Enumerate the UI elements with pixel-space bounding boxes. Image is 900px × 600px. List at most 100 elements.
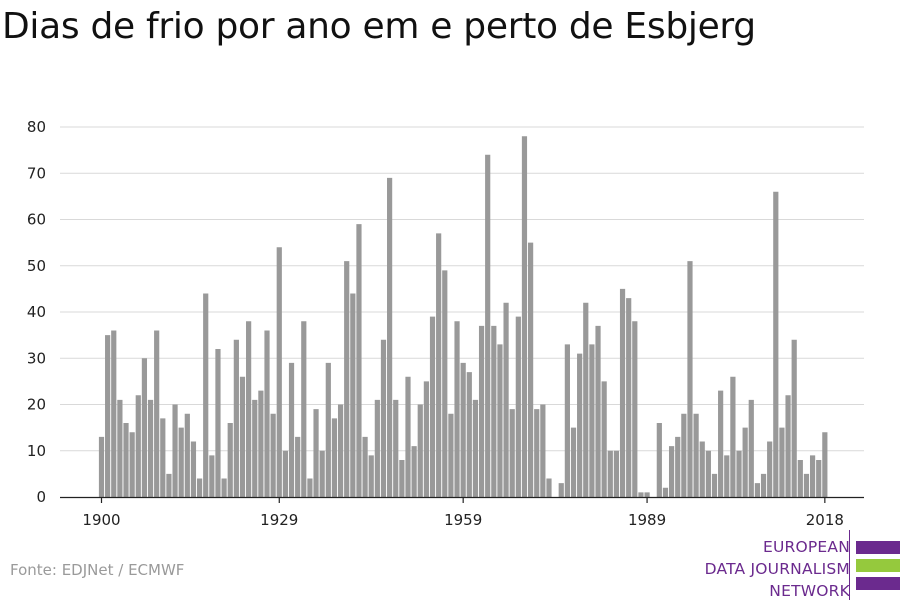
y-tick-label: 60 — [27, 211, 46, 229]
bar-1934 — [307, 478, 313, 497]
bar-1949 — [399, 460, 405, 497]
bar-1960 — [466, 372, 472, 497]
bar-1915 — [190, 441, 197, 497]
bar-2006 — [748, 399, 754, 497]
bar-1920 — [221, 478, 227, 497]
bar-2013 — [791, 339, 797, 497]
bar-1908 — [147, 399, 154, 497]
bar-2014 — [797, 460, 803, 497]
bar-1952 — [417, 404, 423, 497]
bar-1902 — [111, 330, 117, 497]
bar-1910 — [160, 418, 166, 497]
bar-1923 — [239, 376, 246, 497]
bar-1927 — [264, 330, 270, 497]
bar-1992 — [662, 487, 669, 497]
logo-stripe-purple-bottom — [856, 577, 900, 590]
y-tick-label: 40 — [27, 303, 46, 321]
bar-1906 — [135, 395, 141, 497]
bar-1921 — [227, 423, 233, 497]
bar-1980 — [589, 344, 595, 497]
bar-2007 — [754, 483, 761, 497]
bar-2016 — [809, 455, 816, 497]
bar-1955 — [436, 233, 442, 497]
bar-1968 — [515, 316, 521, 497]
bar-1966 — [503, 302, 509, 497]
bar-1996 — [687, 261, 693, 497]
bar-1965 — [497, 344, 503, 497]
bar-1998 — [699, 441, 705, 497]
bar-1957 — [448, 413, 454, 497]
bar-1947 — [387, 177, 393, 497]
bar-1919 — [215, 349, 221, 497]
bar-2017 — [816, 460, 822, 497]
bar-2001 — [718, 390, 724, 497]
bar-1950 — [405, 376, 411, 497]
bar-1963 — [485, 154, 491, 497]
bar-2008 — [760, 473, 767, 497]
bar-1935 — [313, 409, 319, 497]
bar-1948 — [393, 399, 399, 497]
bar-1925 — [252, 399, 258, 497]
x-tick-label: 2018 — [806, 511, 844, 529]
bar-1911 — [166, 473, 172, 497]
bar-1972 — [540, 404, 546, 497]
bar-1962 — [478, 325, 485, 497]
bar-1997 — [693, 413, 699, 497]
edjnet-logo: EUROPEAN DATA JOURNALISM NETWORK — [700, 530, 900, 600]
bar-1983 — [607, 450, 613, 497]
bar-1993 — [668, 446, 675, 497]
bar-1914 — [184, 413, 190, 497]
bar-1991 — [656, 423, 662, 497]
logo-line-2: DATA JOURNALISM — [704, 560, 850, 578]
bar-1979 — [583, 302, 589, 497]
bar-1956 — [442, 270, 448, 497]
bar-1989 — [644, 492, 650, 497]
bar-1961 — [472, 399, 479, 497]
bar-1929 — [276, 247, 282, 497]
bar-1918 — [209, 455, 215, 497]
bars — [98, 136, 828, 497]
bar-1917 — [203, 293, 209, 497]
bar-1945 — [374, 399, 380, 497]
bar-1941 — [350, 293, 356, 497]
bar-2003 — [730, 376, 736, 497]
bar-1988 — [638, 492, 644, 497]
logo-line-3: NETWORK — [769, 582, 850, 600]
bar-1924 — [246, 321, 252, 497]
bar-1970 — [528, 242, 534, 497]
bar-1976 — [564, 344, 570, 497]
source-note: Fonte: EDJNet / ECMWF — [10, 561, 185, 579]
bar-1971 — [534, 409, 540, 497]
logo-line-1: EUROPEAN — [762, 538, 850, 556]
bar-1969 — [521, 136, 528, 497]
bar-1978 — [577, 353, 583, 497]
bar-1942 — [356, 224, 362, 497]
bar-1981 — [595, 325, 601, 497]
bar-1905 — [129, 432, 135, 497]
y-tick-label: 50 — [27, 257, 46, 275]
x-tick-label: 1989 — [628, 511, 666, 529]
y-tick-label: 70 — [27, 164, 46, 182]
bar-1944 — [368, 455, 374, 497]
x-tick-label: 1959 — [444, 511, 482, 529]
chart-title: Dias de frio por ano em e perto de Esbje… — [2, 6, 756, 47]
bar-1982 — [601, 381, 607, 497]
bar-2012 — [785, 395, 791, 497]
bar-chart: 0 10 20 30 40 50 60 70 80 1900 1929 1959 1989 2018 — [27, 118, 864, 529]
bar-1943 — [362, 436, 368, 497]
bar-1958 — [454, 321, 460, 497]
bar-1901 — [105, 335, 111, 497]
y-tick-label: 20 — [27, 396, 46, 414]
y-tick-label: 10 — [27, 442, 46, 460]
y-tick-label: 0 — [36, 488, 46, 506]
bar-2009 — [767, 441, 773, 497]
bar-2002 — [724, 455, 730, 497]
x-tick-label: 1900 — [82, 511, 120, 529]
x-tick-label: 1929 — [260, 511, 298, 529]
bar-1964 — [491, 325, 497, 497]
bar-1986 — [626, 298, 632, 497]
bar-1984 — [613, 450, 620, 497]
bar-1936 — [319, 450, 325, 497]
bar-1985 — [619, 288, 626, 497]
bar-1931 — [288, 362, 295, 497]
